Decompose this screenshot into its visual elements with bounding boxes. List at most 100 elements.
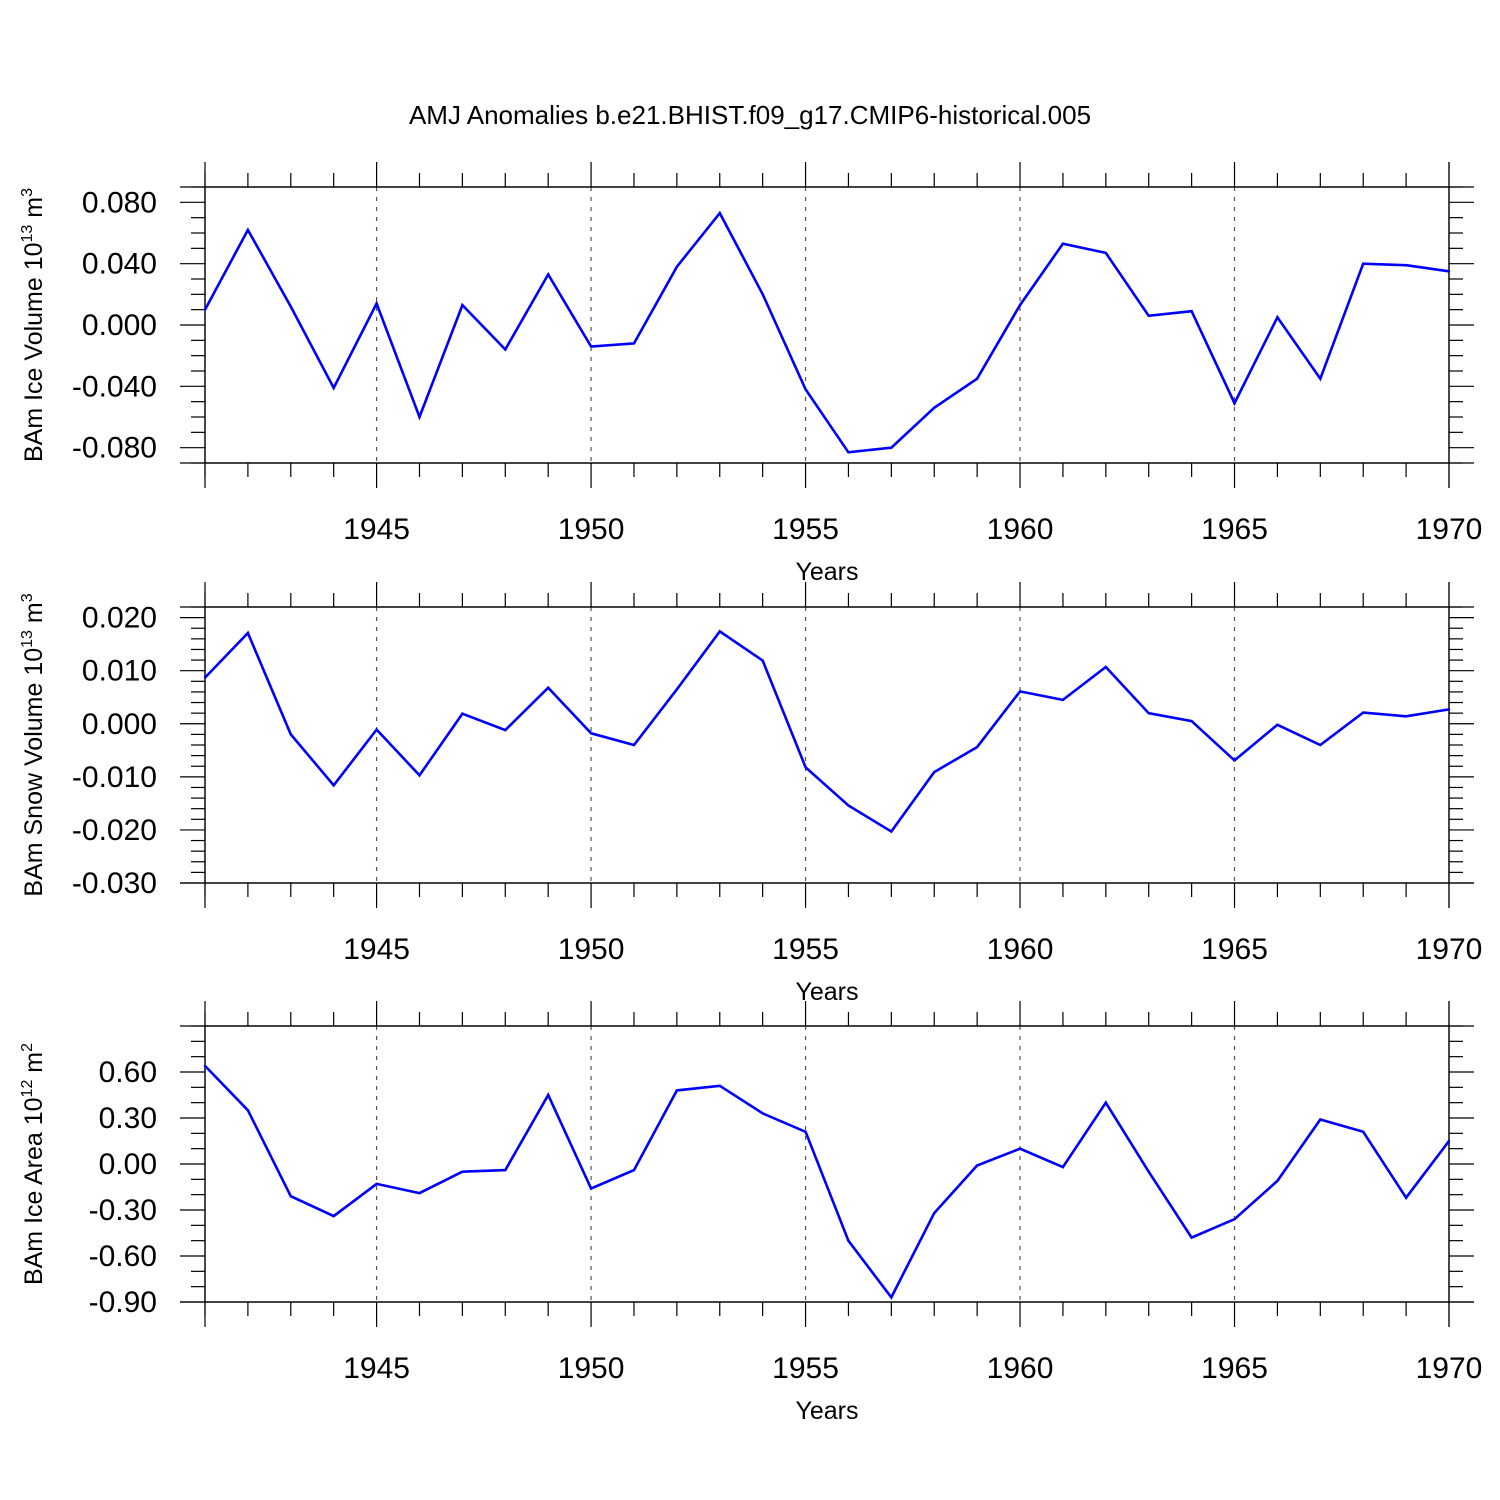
ice-area-data-point-1962 <box>1104 1101 1108 1104</box>
figure-title: AMJ Anomalies b.e21.BHIST.f09_g17.CMIP6-… <box>409 100 1091 130</box>
ice-area-data-point-1953 <box>718 1084 721 1088</box>
ice-area-data-point-1960 <box>1018 1147 1022 1150</box>
ice-area-data-point-1958 <box>933 1211 936 1215</box>
snow-volume-ytick-label: -0.030 <box>72 867 157 900</box>
ice-volume-data-point-1950 <box>589 345 593 348</box>
ice-volume-data-point-1969 <box>1404 264 1408 267</box>
ice-area-data-point-1968 <box>1362 1130 1365 1134</box>
ice-area-ytick-label: -0.90 <box>89 1286 157 1319</box>
snow-volume-data-point-1963 <box>1147 711 1150 715</box>
ice-area-ytick-label: 0.00 <box>99 1148 157 1181</box>
snow-volume-xlabel: Years <box>795 978 858 1006</box>
ice-volume-ytick-label: 0.040 <box>82 248 157 281</box>
snow-volume-ylabel-exponent: 13 <box>19 630 36 648</box>
ice-volume-data-point-1954 <box>761 293 764 296</box>
ice-area-data-point-1955 <box>804 1130 807 1134</box>
ice-area-data-point-1943 <box>289 1195 292 1198</box>
snow-volume-data-point-1964 <box>1190 719 1193 723</box>
ice-area-xtick-label-1970: 1970 <box>1416 1352 1483 1385</box>
snow-volume-ytick-label: -0.020 <box>72 814 157 847</box>
ice-volume-ylabel-unit-exponent: 3 <box>19 188 36 197</box>
ice-volume-data-point-1953 <box>718 211 721 215</box>
snow-volume-ytick-label: 0.000 <box>82 708 157 741</box>
ice-volume-data-point-1956 <box>847 451 850 454</box>
ice-volume-data-point-1945 <box>375 302 378 305</box>
ice-volume-data-point-1963 <box>1147 314 1150 317</box>
snow-volume-data-point-1946 <box>418 774 421 777</box>
snow-volume-data-point-1970 <box>1447 708 1451 711</box>
ice-area-data-point-1954 <box>761 1112 764 1115</box>
ice-area-data-point-1967 <box>1319 1118 1322 1121</box>
ice-area-data-point-1948 <box>504 1168 507 1172</box>
ice-volume-xtick-label-1945: 1945 <box>343 513 410 546</box>
ice-area-xtick-label-1950: 1950 <box>558 1352 625 1385</box>
ice-area-data-point-1941 <box>203 1064 207 1068</box>
snow-volume-data-point-1958 <box>933 770 936 774</box>
ice-volume-ylabel: BAm Ice Volume 1013 m3 <box>19 188 48 462</box>
ice-area-xlabel: Years <box>795 1397 858 1425</box>
snow-volume-data-point-1960 <box>1018 690 1022 693</box>
snow-volume-data-point-1947 <box>461 712 464 715</box>
snow-volume-xtick-label-1945: 1945 <box>343 933 410 966</box>
snow-volume-data-point-1959 <box>975 745 979 749</box>
ice-volume-data-point-1970 <box>1447 270 1451 273</box>
snow-volume-data-point-1950 <box>589 732 593 735</box>
ice-area-data-point-1942 <box>246 1109 250 1112</box>
ice-volume-ytick-label: -0.040 <box>72 370 157 403</box>
ice-volume-ytick-label: 0.080 <box>82 186 157 219</box>
snow-volume-data-point-1952 <box>675 688 679 691</box>
snow-volume-data-point-1961 <box>1061 698 1065 702</box>
ice-volume-data-point-1964 <box>1190 310 1193 313</box>
ice-volume-ytick-label: -0.080 <box>72 432 157 465</box>
ice-volume-data-point-1951 <box>632 342 636 345</box>
ice-volume-xlabel: Years <box>795 558 858 586</box>
ice-area-ytick-label: 0.30 <box>99 1102 157 1135</box>
ice-volume-xtick-label-1955: 1955 <box>772 513 839 546</box>
ice-area-data-point-1947 <box>461 1170 464 1173</box>
snow-volume-data-point-1951 <box>632 743 636 747</box>
ice-volume-data-point-1960 <box>1018 303 1022 307</box>
snow-volume-data-point-1969 <box>1404 715 1408 718</box>
ice-volume-data-point-1946 <box>418 415 421 419</box>
ice-volume-data-point-1957 <box>890 446 893 449</box>
snow-volume-xtick-label-1955: 1955 <box>772 933 839 966</box>
ice-area-ytick-label: -0.30 <box>89 1194 157 1227</box>
ice-volume-panel: 0.080 0.040 0.000 -0.040 -0.080 1945 1950 1955 1… <box>19 162 1482 586</box>
ice-area-data-point-1946 <box>418 1191 421 1195</box>
ice-area-panel: 0.60 0.30 0.00 -0.30 -0.60 -0.90 1945 1950 1955 1… <box>19 1001 1482 1425</box>
ice-area-data-point-1956 <box>847 1239 850 1242</box>
ice-volume-data-point-1958 <box>933 406 936 409</box>
snow-volume-xtick-label-1970: 1970 <box>1416 933 1483 966</box>
ice-volume-data-point-1941 <box>203 308 207 311</box>
ice-area-ytick-label: -0.60 <box>89 1240 157 1273</box>
snow-volume-data-point-1956 <box>847 804 850 807</box>
snow-volume-data-point-1966 <box>1276 723 1279 727</box>
ice-area-data-point-1961 <box>1061 1165 1065 1169</box>
ice-area-data-point-1944 <box>332 1214 335 1218</box>
snow-volume-ylabel-unit: m <box>20 602 48 630</box>
snow-volume-data-point-1955 <box>804 766 807 769</box>
snow-volume-ylabel-main: BAm Snow Volume 10 <box>20 648 48 897</box>
ice-volume-data-point-1968 <box>1362 262 1365 265</box>
ice-area-ylabel: BAm Ice Area 1012 m2 <box>19 1043 48 1285</box>
ice-area-data-point-1959 <box>975 1164 979 1167</box>
ice-area-data-point-1945 <box>375 1182 378 1186</box>
snow-volume-xtick-label-1965: 1965 <box>1201 933 1268 966</box>
ice-volume-data-point-1959 <box>975 377 979 380</box>
ice-area-data-point-1966 <box>1276 1179 1279 1183</box>
snow-volume-data-point-1948 <box>504 728 507 732</box>
snow-volume-ylabel: BAm Snow Volume 1013 m3 <box>19 593 48 896</box>
snow-volume-data-point-1965 <box>1233 759 1236 762</box>
ice-area-xtick-label-1945: 1945 <box>343 1352 410 1385</box>
ice-volume-data-point-1942 <box>246 228 250 232</box>
snow-volume-ytick-label: 0.020 <box>82 602 157 635</box>
ice-volume-xtick-label-1965: 1965 <box>1201 513 1268 546</box>
ice-volume-data-point-1967 <box>1319 377 1322 380</box>
ice-area-series-line <box>204 1064 1451 1300</box>
ice-volume-data-point-1961 <box>1061 242 1065 245</box>
snow-volume-data-point-1941 <box>203 676 207 679</box>
ice-area-xtick-label-1960: 1960 <box>987 1352 1054 1385</box>
ice-area-data-point-1964 <box>1190 1236 1193 1239</box>
